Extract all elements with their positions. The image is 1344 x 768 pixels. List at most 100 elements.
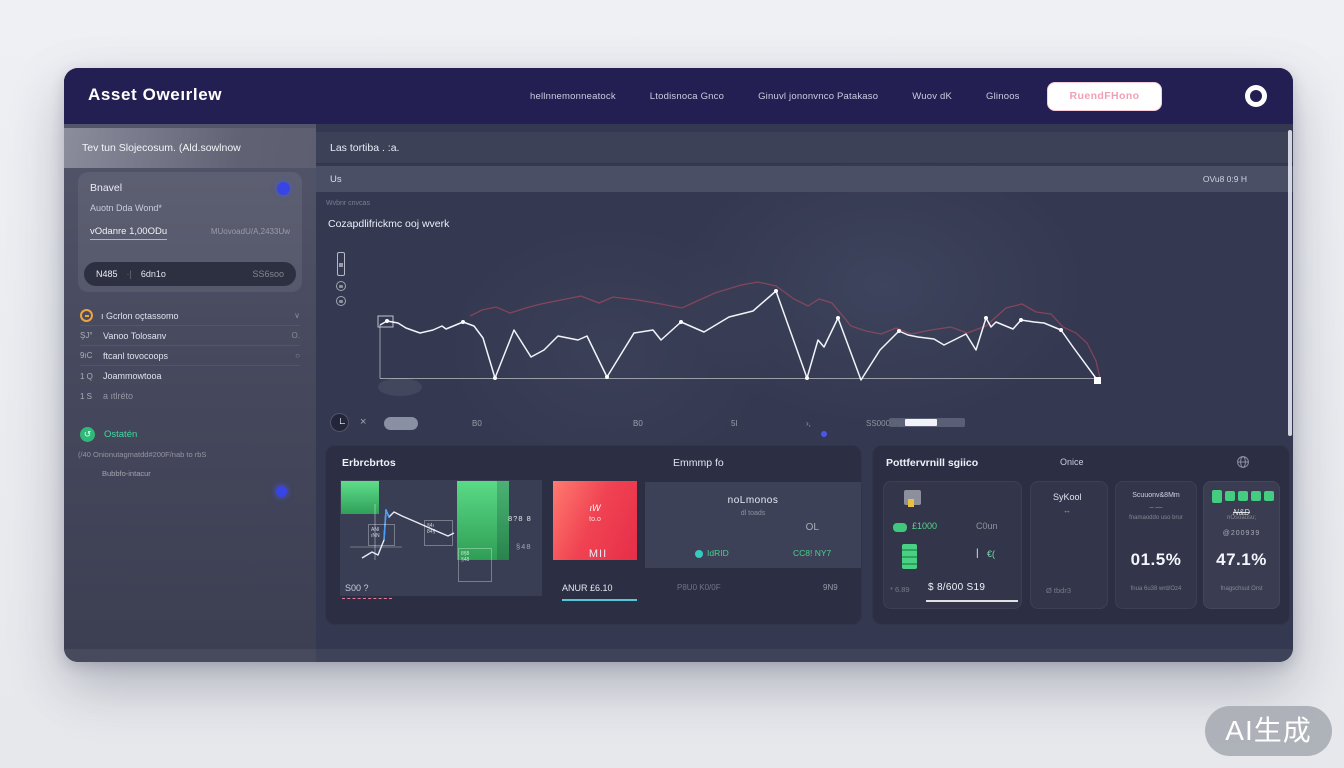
green-block-b [457,481,509,560]
app-title: Asset Oweırlew [88,85,223,104]
amount-unit: 6dn1o [140,269,166,279]
nav-item-1[interactable]: hellnnemonneatock [530,90,616,102]
footer-value-label: SS0000NW [866,419,908,428]
amount-divider: ·| [126,269,132,279]
green-bars-icon [902,544,917,569]
top-nav: hellnnemonneatock Ltodisnoca Gnco Ginuvl… [530,68,1020,124]
stat-card-2[interactable]: SyKool ↔ Ø tbdr3 [1030,481,1108,609]
card4-small-text: nOsoausu; [1226,515,1257,521]
notification-badge[interactable] [277,182,290,195]
nav-item-4[interactable]: Wuov dK [912,90,953,102]
scribble-box-1: ANl ıNN [368,524,395,546]
sidebar-menu-item-4[interactable]: 1 Q Joammowtooa [80,366,300,386]
summary-value-link[interactable]: vOdanre 1,00ODu [90,226,168,240]
quote-card[interactable]: noLmonos dl toads OL IdRID CC8! NY7 [645,482,861,568]
globe-icon[interactable] [1236,455,1250,469]
action-label: Ostatén [104,429,138,440]
performance-panel: Pottfervrnill sgiico Onice £1000 C0un | [872,445,1290,625]
amount-hint: SS6soo [252,269,284,279]
slider-dot[interactable] [821,431,827,437]
sidebar-menu-item-1[interactable]: ı Gcrlon oçtassomo ∨ [80,306,300,326]
orb-icon-2[interactable] [336,296,346,306]
x-tick-1: B0 [472,419,482,428]
summary-card-title: Bnavel [90,182,123,194]
menu-glyph-icon: 9ıC [80,351,93,360]
refresh-circle-icon: ↺ [80,427,95,442]
crosshair-icon[interactable]: × [360,416,367,428]
mini-chart-collage[interactable]: ANl ıNN §4ı 84§ 8§8 §48 8?8 8 §48 [340,480,542,596]
performance-title: Pottfervrnill sgiico [886,457,979,469]
stat-card-1[interactable]: £1000 C0un | €( * 6.89 $ 8/600 S19 [883,481,1022,609]
cyan-underline [562,599,637,601]
sidebar-menu-item-3[interactable]: 9ıC ftcanl tovocoops ○ [80,346,300,366]
amount-value: N485 [96,269,118,279]
card4-strike-text: N&D [1233,508,1250,517]
card3-dash: – — [1149,504,1163,511]
card4-footnote: fnagschsut Orst [1220,586,1263,592]
card4-percentage: 47.1% [1216,550,1267,569]
stat-card-3[interactable]: Scuuonv&8Mm – — fnamaoddo uso brur 01.5%… [1115,481,1197,609]
amount-input[interactable]: N485 ·| 6dn1o SS6soo [84,262,296,286]
main-subbar: Us OVu8 0:9 H [316,166,1293,192]
collage-caption: S00 ? [345,583,369,593]
main-area: Las tortiba . :a. Us OVu8 0:9 H Wvbnr cn… [316,124,1293,662]
comparison-series-line [469,281,1101,379]
chart-tools [336,252,346,306]
card1-mid-label: C0un [976,521,998,531]
bar-tool-icon[interactable] [337,252,345,276]
range-pill[interactable] [384,417,418,430]
chevron-down-icon[interactable]: ∨ [294,311,300,320]
green-pill-icon [893,523,907,532]
status-dot [276,486,287,497]
red-card-value: MII [588,548,608,560]
primary-series-line [379,290,1099,382]
menu-glyph-icon: 1 S [80,391,93,401]
card1-amount: £1000 [912,521,938,531]
performance-tab[interactable]: Onice [1060,457,1084,467]
quote-right-label: OL [805,522,819,533]
collage-line-chart [350,504,455,560]
nav-item-2[interactable]: Ltodisnoca Gnco [649,90,725,102]
chart-footer-bar: × B0 B0 5l ›, SS0000NW [316,410,1293,438]
menu-item-label: a ıtlréto [103,391,134,401]
nav-item-3[interactable]: Ginuvl jononvnco Patakaso [758,90,879,102]
sidebar-action-link[interactable]: ↺ Ostatén [80,427,137,442]
summary-value-secondary: MUovoadU/A,2433Uw [210,227,290,236]
nav-item-5[interactable]: Glinoos [986,90,1020,102]
top-bar: Asset Oweırlew hellnnemonneatock Ltodisn… [64,68,1293,124]
primary-cta-button[interactable]: RuendFHono [1047,82,1162,111]
bottom-panels: Erbrcbrtos Emmmp fo ANl ıNN §4ı 84§ [325,445,1290,625]
x-tick-4: ›, [806,419,811,428]
card2-title: SyKool [1053,492,1082,502]
chart-hint-text: Wvbnr cnvcas [326,200,370,207]
circle-icon: ○ [295,351,300,360]
red-card-symbol: ıW [589,503,601,513]
swap-arrows-icon: ↔ [1063,506,1071,515]
ai-generated-watermark: AI生成 [1205,706,1332,756]
sidebar-menu-item-5[interactable]: 1 S a ıtlréto [80,386,300,406]
progress-track[interactable] [889,418,965,427]
panel-title: Erbrcbrtos [342,457,396,469]
subbar-right-label[interactable]: OVu8 0:9 H [1202,174,1247,184]
card1-underline [926,600,1018,602]
sidebar: Tev tun Slojecosum. (Ald.sowlnow Bnavel … [64,124,316,662]
chart-title: Cozapdlifrickmc ooj wverk [328,218,450,230]
subbar-left-label[interactable]: Us [330,173,342,185]
summary-card-subtitle: Auotn Dda Wond* [90,203,162,213]
history-clock-icon[interactable] [330,413,349,432]
stat-card-4[interactable]: N&D nOsoausu; @200939 47.1% fnagschsut O… [1203,481,1280,609]
record-icon[interactable] [1245,85,1267,107]
sidebar-summary-card: Bnavel Auotn Dda Wond* vOdanre 1,00ODu M… [78,172,302,292]
sidebar-footnote-2: Bubbfo-intacur [102,469,151,478]
wallet-icon [904,490,921,507]
card1-main-value: $ 8/600 S19 [928,582,986,593]
vertical-scrollbar[interactable] [1288,130,1292,436]
red-asset-card[interactable]: ıW to.o [553,481,637,560]
panel-foot-left: P8U0 K0/0F [677,583,721,592]
orb-icon-1[interactable] [336,281,346,291]
card4-code: @200939 [1222,530,1261,537]
sidebar-menu-item-2[interactable]: ŞJ° Vanoo Tolosanv O. [80,326,300,346]
sidebar-footnote-1: (/40 Onionutagmatdd#200F/nab to rbS [78,450,207,459]
menu-item-label: Joammowtooa [103,371,162,381]
